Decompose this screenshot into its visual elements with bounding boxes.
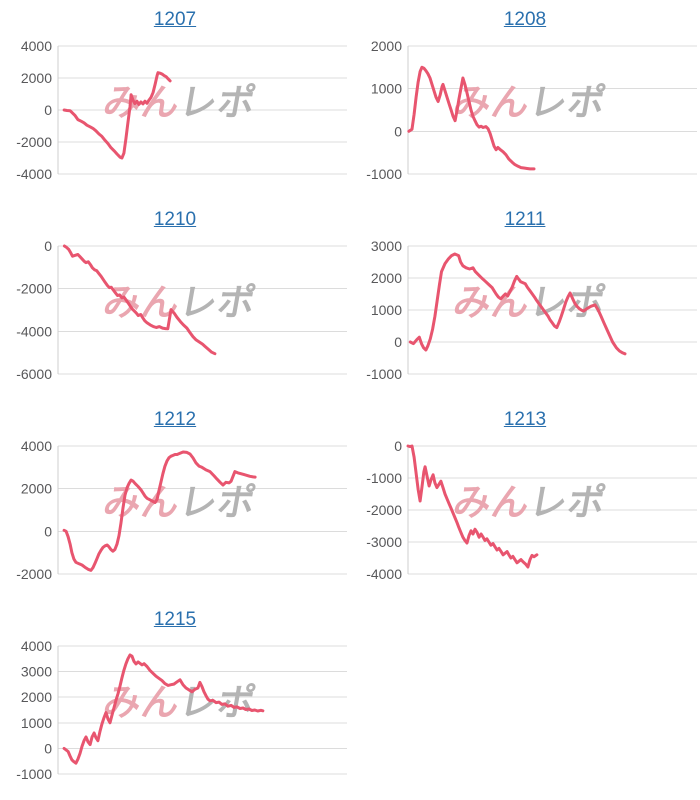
y-tick-label: -4000 [366,566,402,582]
y-tick-label: 3000 [21,664,52,680]
y-tick-label: 1000 [371,81,402,97]
data-series-line [62,450,257,572]
y-tick-label: -1000 [366,366,402,382]
watermark-text-gray: レポ [176,81,260,124]
watermark-text-pink: みん [450,281,534,324]
chart-cell-1207: 4000 2000 0 -2000 -4000 みんレポ 1207 [0,0,350,200]
chart-cell-1211: 3000 2000 1000 0 -1000 みんレポ 1211 [350,200,700,400]
y-tick-label: 4000 [21,638,52,654]
watermark-text-gray: レポ [526,481,610,524]
watermark-text-gray: レポ [176,681,260,724]
chart-title-link[interactable]: 1211 [504,209,546,230]
y-tick-label: 0 [394,334,402,350]
watermark-text-pink: みん [100,281,184,324]
data-series-line [62,653,265,765]
watermark-text-gray: レポ [176,481,260,524]
chart-cell-1215: 4000 3000 2000 1000 0 -1000 みんレポ 1215 [0,600,350,800]
y-tick-label: 0 [394,123,402,139]
data-series-line [406,444,539,569]
minrepo-watermark: みんレポ [100,81,260,124]
y-tick-label: 0 [44,740,52,756]
y-tick-label: -2000 [16,281,52,297]
minrepo-watermark: みんレポ [450,81,610,124]
y-tick-label: 0 [394,438,402,454]
y-tick-label: 2000 [21,689,52,705]
y-tick-label: 4000 [21,38,52,54]
watermark-text-gray: レポ [526,81,610,124]
y-tick-label: -2000 [16,134,52,150]
chart-title-link[interactable]: 1210 [153,209,197,230]
y-tick-label: -4000 [16,166,52,182]
y-tick-label: -4000 [16,323,52,339]
y-tick-label: 2000 [21,481,52,497]
chart-title-link[interactable]: 1208 [503,9,547,30]
chart-cell-1213: 0 -1000 -2000 -3000 -4000 みんレポ 1213 [350,400,700,600]
data-series-line [408,252,627,356]
y-tick-label: -6000 [16,366,52,382]
watermark-text-gray: レポ [176,281,260,324]
y-tick-label: 2000 [371,270,402,286]
watermark-text-pink: みん [100,481,184,524]
y-tick-label: 1000 [371,302,402,318]
chart-title-link[interactable]: 1215 [153,609,197,630]
y-tick-label: 2000 [21,70,52,86]
y-tick-label: 0 [44,238,52,254]
minrepo-watermark: みんレポ [100,481,260,524]
chart-cell-1210: 0 -2000 -4000 -6000 みんレポ 1210 [0,200,350,400]
chart-title-link[interactable]: 1213 [503,409,547,430]
watermark-text-pink: みん [450,81,534,124]
y-tick-label: 0 [44,523,52,539]
watermark-text-gray: レポ [526,281,610,324]
y-tick-label: 4000 [21,438,52,454]
y-tick-label: -1000 [16,766,52,782]
y-tick-label: -2000 [16,566,52,582]
chart-cell-1208: 2000 1000 0 -1000 みんレポ 1208 [350,0,700,200]
data-series-line [62,244,217,356]
chart-title-link[interactable]: 1212 [153,409,197,430]
y-tick-label: -1000 [366,166,402,182]
watermark-text-pink: みん [450,481,534,524]
watermark-text-pink: みん [100,681,184,724]
y-tick-label: -2000 [366,502,402,518]
chart-title-link[interactable]: 1207 [153,9,197,30]
watermark-text-pink: みん [100,81,184,124]
y-tick-label: -1000 [366,470,402,486]
y-tick-label: 2000 [371,38,402,54]
y-tick-label: 3000 [371,238,402,254]
minrepo-watermark: みんレポ [450,281,610,324]
data-series-line [62,71,172,160]
data-series-line [407,65,536,171]
y-tick-label: 0 [44,102,52,118]
y-tick-label: 1000 [21,715,52,731]
y-tick-label: -3000 [366,534,402,550]
minrepo-watermark: みんレポ [100,681,260,724]
chart-cell-1212: 4000 2000 0 -2000 みんレポ 1212 [0,400,350,600]
minrepo-watermark: みんレポ [100,281,260,324]
minrepo-watermark: みんレポ [450,481,610,524]
